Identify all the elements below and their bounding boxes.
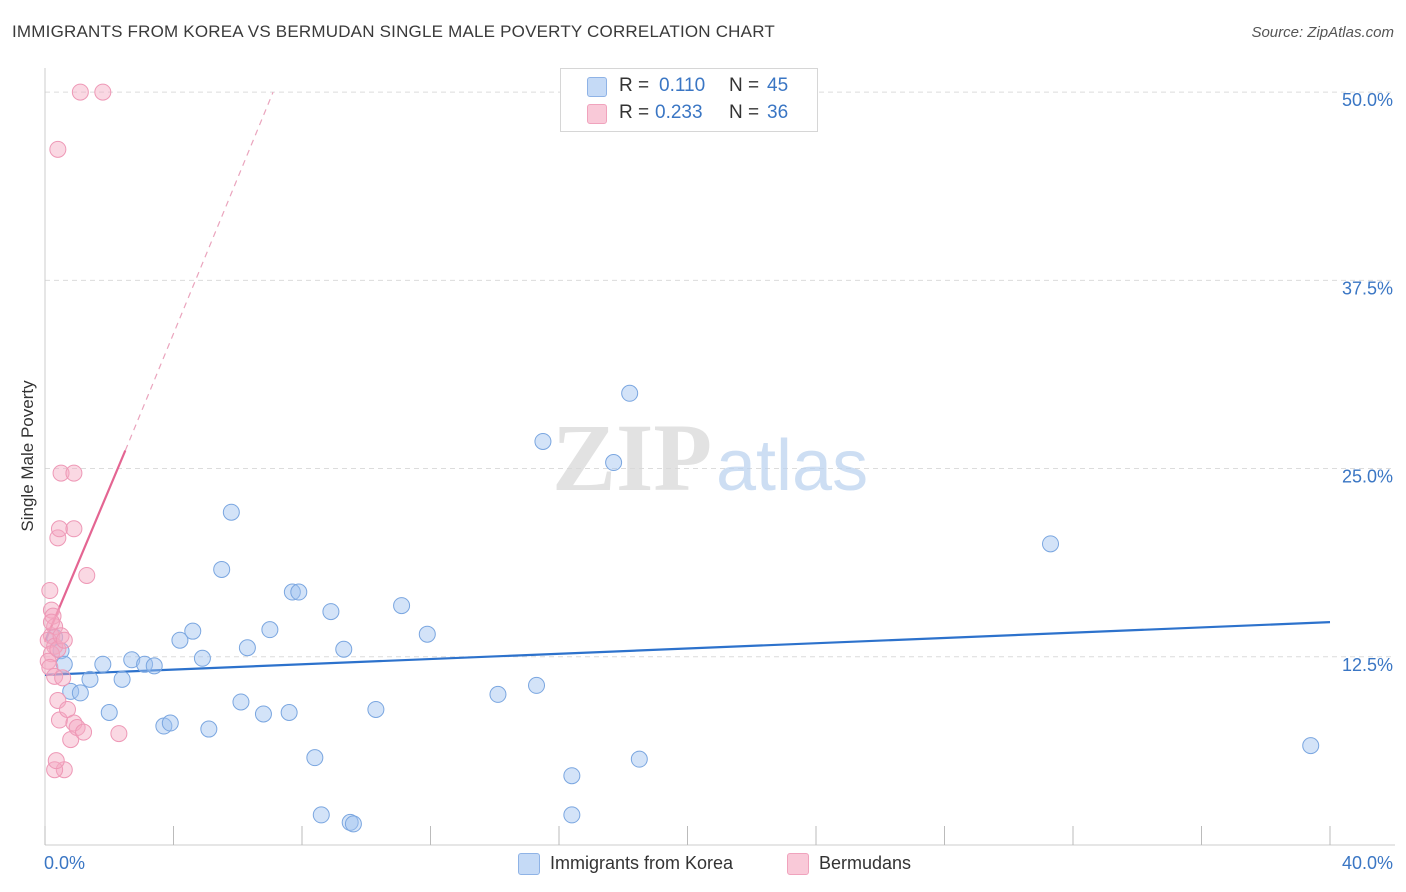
data-point-bermudans (78, 566, 96, 584)
data-point-bermudans (41, 582, 59, 600)
y-tick-label: 25.0% (1342, 467, 1393, 487)
y-tick-label: 12.5% (1342, 655, 1393, 675)
data-point-korea (238, 639, 256, 657)
data-point-korea (193, 649, 211, 667)
data-point-korea (100, 703, 118, 721)
tick-labels: 12.5% 25.0% 37.5% 50.0% 0.0% 40.0% (44, 90, 1393, 873)
data-point-bermudans (41, 658, 59, 676)
data-point-korea (213, 560, 231, 578)
gridlines (45, 91, 1395, 658)
data-point-bermudans (65, 464, 83, 482)
data-point-korea (344, 815, 362, 833)
data-point-bermudans (49, 640, 67, 658)
data-point-korea (113, 670, 131, 688)
data-point-korea (322, 603, 340, 621)
watermark-atlas: atlas (716, 426, 868, 506)
legend-n-value: 45 (767, 75, 789, 96)
data-point-korea (621, 384, 639, 402)
data-point-korea (335, 640, 353, 658)
data-point-bermudans (110, 725, 128, 743)
data-point-korea (528, 676, 546, 694)
trend-line-korea (44, 621, 1331, 676)
data-point-korea (563, 767, 581, 785)
data-point-bermudans (42, 613, 60, 631)
x-tick-label-max: 40.0% (1342, 853, 1393, 873)
data-point-bermudans (55, 631, 73, 649)
chart-source: Source: ZipAtlas.com (1251, 24, 1394, 41)
data-point-bermudans (49, 140, 67, 158)
data-point-korea (222, 503, 240, 521)
y-tick-label: 50.0% (1342, 90, 1393, 110)
watermark: ZIP atlas (552, 404, 868, 511)
trend-line-bermudans-extension (124, 91, 274, 451)
legend-r-label: R = (619, 75, 650, 96)
data-point-korea (81, 670, 99, 688)
data-point-korea (283, 583, 301, 601)
data-point-korea (393, 597, 411, 615)
data-point-korea (145, 657, 163, 675)
legend-n-label: N = (729, 102, 760, 123)
data-point-korea (200, 720, 218, 738)
data-point-korea (254, 705, 272, 723)
data-point-bermudans (75, 723, 93, 741)
chart-title: IMMIGRANTS FROM KOREA VS BERMUDAN SINGLE… (12, 22, 775, 41)
data-point-bermudans (54, 669, 72, 687)
data-point-bermudans (39, 652, 57, 670)
data-point-korea (1042, 535, 1060, 553)
data-point-korea (232, 693, 250, 711)
data-point-korea (534, 432, 552, 450)
data-point-bermudans (47, 752, 65, 770)
data-point-korea (161, 714, 179, 732)
data-point-korea (290, 583, 308, 601)
legend-r-value: 0.110 (659, 75, 706, 96)
data-point-bermudans (65, 520, 83, 538)
data-point-korea (261, 621, 279, 639)
data-point-korea (123, 651, 141, 669)
data-point-bermudans (52, 627, 70, 645)
data-point-bermudans (44, 607, 62, 625)
data-point-korea (1302, 737, 1320, 755)
data-point-korea (418, 625, 436, 643)
data-point-korea (184, 622, 202, 640)
data-point-korea (630, 750, 648, 768)
data-point-korea (171, 631, 189, 649)
axes (44, 68, 1395, 846)
data-point-korea (605, 454, 623, 472)
legend-n-value: 36 (767, 102, 789, 123)
series-swatch-korea (518, 853, 540, 875)
trend-lines (43, 91, 1331, 676)
data-point-bermudans (50, 520, 68, 538)
data-point-korea (489, 685, 507, 703)
series-label-korea: Immigrants from Korea (550, 853, 734, 873)
data-point-korea (94, 655, 112, 673)
legend-swatch-korea (587, 77, 607, 97)
stats-legend: R = 0.110 N = 45 R = 0.233 N = 36 (560, 68, 818, 132)
data-point-korea (306, 749, 324, 767)
legend-r-value: 0.233 (655, 102, 703, 123)
x-tick-label-min: 0.0% (44, 853, 85, 873)
data-point-korea (367, 700, 385, 718)
legend-n-label: N = (729, 75, 760, 96)
legend-r-label: R = (619, 102, 650, 123)
data-point-bermudans (94, 83, 112, 101)
data-point-korea (280, 703, 298, 721)
data-point-korea (71, 684, 89, 702)
data-point-bermudans (42, 601, 60, 619)
data-point-korea (55, 655, 73, 673)
data-point-bermudans (52, 464, 70, 482)
series-swatch-bermudans (787, 853, 809, 875)
watermark-zip: ZIP (552, 404, 712, 511)
data-point-bermudans (71, 83, 89, 101)
data-points (39, 83, 1320, 833)
data-point-korea (312, 806, 330, 824)
series-label-bermudans: Bermudans (819, 853, 912, 873)
data-point-korea (563, 806, 581, 824)
y-tick-label: 37.5% (1342, 278, 1393, 298)
legend-swatch-bermudans (587, 104, 607, 124)
